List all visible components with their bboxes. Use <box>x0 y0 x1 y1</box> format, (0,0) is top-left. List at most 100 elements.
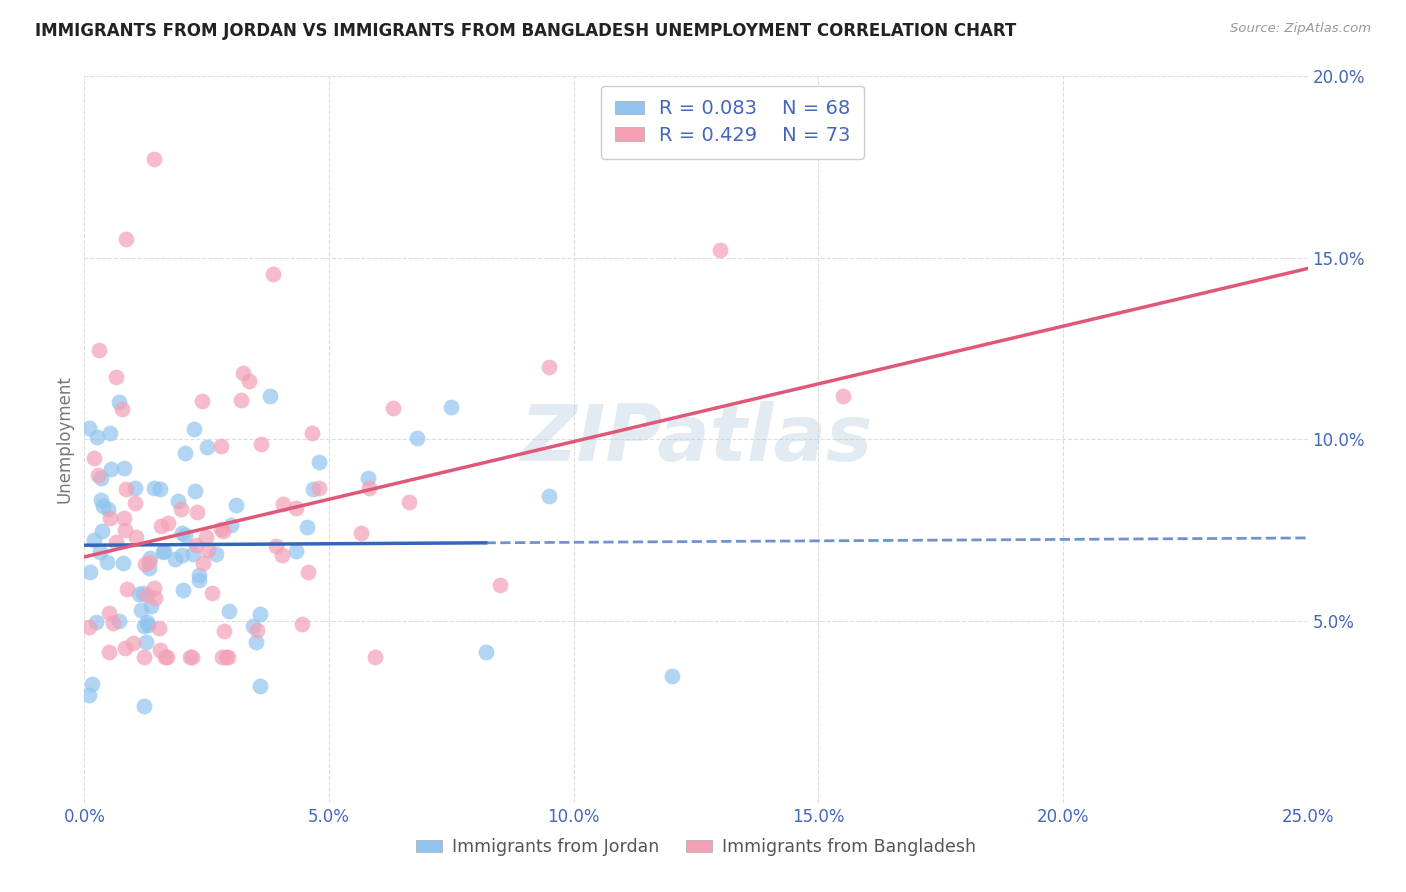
Point <box>142 582 165 596</box>
Point <box>135 588 157 602</box>
Point <box>440 400 463 414</box>
Point <box>124 481 146 495</box>
Point <box>157 516 180 530</box>
Legend: Immigrants from Jordan, Immigrants from Bangladesh: Immigrants from Jordan, Immigrants from … <box>409 831 983 863</box>
Point <box>142 481 165 495</box>
Point <box>115 482 138 496</box>
Point <box>93 499 115 513</box>
Point <box>179 650 201 665</box>
Point <box>132 619 155 633</box>
Point <box>357 481 380 495</box>
Point <box>195 440 218 454</box>
Point <box>89 343 111 358</box>
Point <box>125 530 148 544</box>
Point <box>100 511 122 525</box>
Point <box>107 394 129 409</box>
Point <box>80 677 103 691</box>
Point <box>77 688 100 702</box>
Point <box>308 481 330 495</box>
Point <box>77 620 100 634</box>
Point <box>225 499 247 513</box>
Point <box>474 645 496 659</box>
Point <box>398 495 420 509</box>
Point <box>104 535 127 549</box>
Point <box>148 482 170 496</box>
Point <box>249 679 271 693</box>
Point <box>170 548 193 562</box>
Y-axis label: Unemployment: Unemployment <box>55 376 73 503</box>
Point <box>166 494 188 508</box>
Point <box>709 244 731 258</box>
Point <box>211 650 233 665</box>
Point <box>215 650 238 665</box>
Point <box>134 650 156 665</box>
Point <box>103 616 125 631</box>
Point <box>129 603 152 617</box>
Point <box>156 650 179 665</box>
Point <box>86 468 108 483</box>
Point <box>538 489 561 503</box>
Point <box>187 568 209 582</box>
Point <box>181 548 204 562</box>
Point <box>114 523 136 537</box>
Point <box>148 642 170 657</box>
Point <box>112 557 135 571</box>
Point <box>297 520 319 534</box>
Point <box>209 439 232 453</box>
Point <box>245 635 267 649</box>
Point <box>172 582 194 597</box>
Point <box>406 431 429 445</box>
Point <box>201 585 224 599</box>
Point <box>149 518 172 533</box>
Point <box>284 544 307 558</box>
Point <box>173 445 195 459</box>
Point <box>86 430 108 444</box>
Point <box>138 561 160 575</box>
Point <box>181 650 204 665</box>
Point <box>128 586 150 600</box>
Point <box>152 545 174 559</box>
Point <box>183 422 205 436</box>
Point <box>153 544 176 558</box>
Point <box>155 650 177 665</box>
Point <box>271 497 294 511</box>
Point <box>132 586 155 600</box>
Point <box>831 389 853 403</box>
Point <box>114 232 136 246</box>
Point <box>135 634 157 648</box>
Point <box>136 618 159 632</box>
Point <box>83 451 105 466</box>
Point <box>259 389 281 403</box>
Point <box>212 624 235 638</box>
Point <box>134 698 156 713</box>
Point <box>169 502 191 516</box>
Point <box>121 636 143 650</box>
Point <box>97 607 120 621</box>
Point <box>108 614 131 628</box>
Point <box>308 454 330 468</box>
Point <box>290 617 312 632</box>
Point <box>117 582 139 597</box>
Point <box>114 641 136 656</box>
Point <box>148 621 170 635</box>
Text: IMMIGRANTS FROM JORDAN VS IMMIGRANTS FROM BANGLADESH UNEMPLOYMENT CORRELATION CH: IMMIGRANTS FROM JORDAN VS IMMIGRANTS FRO… <box>35 22 1017 40</box>
Point <box>285 500 308 515</box>
Point <box>97 502 120 516</box>
Point <box>173 528 195 542</box>
Point <box>661 669 683 683</box>
Point <box>138 555 160 569</box>
Point <box>262 267 284 281</box>
Point <box>209 522 232 536</box>
Point <box>90 492 112 507</box>
Point <box>219 518 242 533</box>
Point <box>184 539 207 553</box>
Point <box>90 471 112 485</box>
Point <box>250 437 273 451</box>
Point <box>134 557 156 571</box>
Point <box>143 591 166 605</box>
Point <box>112 511 135 525</box>
Point <box>90 524 112 539</box>
Point <box>96 555 118 569</box>
Point <box>246 623 269 637</box>
Point <box>238 374 260 388</box>
